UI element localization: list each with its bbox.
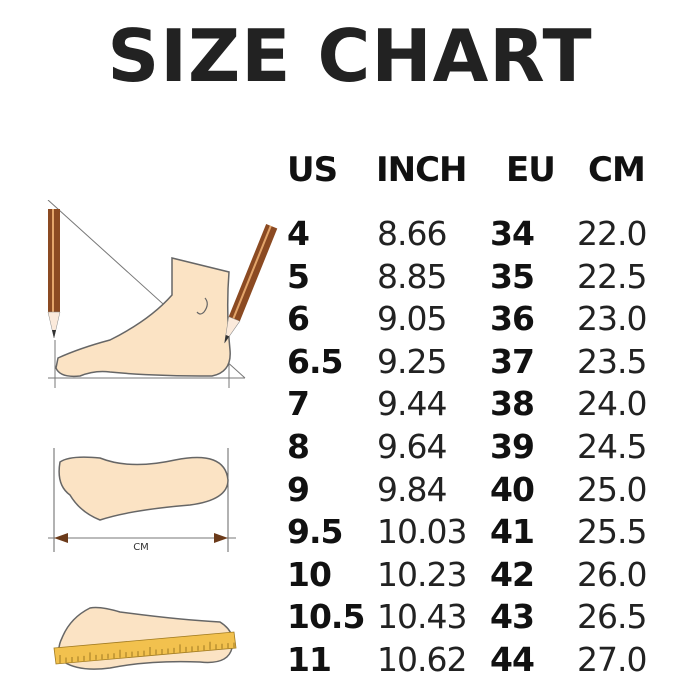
cell-eu: 38 xyxy=(490,384,535,424)
cell-cm: 26.0 xyxy=(577,554,647,594)
pencil-left-icon xyxy=(47,209,61,339)
cell-cm: 25.5 xyxy=(577,512,647,552)
cell-cm: 25.0 xyxy=(577,469,647,509)
foot-measurement-illustration: CM xyxy=(47,200,278,670)
cell-cm: 23.0 xyxy=(577,299,647,339)
cell-us: 10 xyxy=(287,554,332,594)
cell-inch: 9.84 xyxy=(377,469,447,509)
cell-us: 6.5 xyxy=(287,341,343,381)
page-title: SIZE CHART xyxy=(107,14,593,98)
cell-inch: 9.25 xyxy=(377,341,447,381)
column-header-inch: INCH xyxy=(376,150,468,190)
cell-inch: 8.66 xyxy=(377,214,447,253)
cell-eu: 35 xyxy=(490,256,535,296)
cell-inch: 10.43 xyxy=(377,597,467,637)
cell-cm: 27.0 xyxy=(577,640,647,679)
cell-cm: 22.5 xyxy=(577,256,647,296)
cell-inch: 9.05 xyxy=(377,299,447,339)
cell-cm: 22.0 xyxy=(577,214,647,253)
cell-us: 8 xyxy=(287,427,310,466)
measure-label: CM xyxy=(133,542,149,553)
cell-eu: 44 xyxy=(490,640,535,679)
cell-eu: 34 xyxy=(490,214,535,253)
column-header-us: US xyxy=(287,150,338,190)
side-view-foot xyxy=(47,200,246,388)
foot-with-ruler xyxy=(53,606,237,670)
cell-us: 4 xyxy=(287,214,310,253)
column-header-eu: EU xyxy=(506,150,556,190)
cell-us: 11 xyxy=(287,640,332,679)
top-view-foot: CM xyxy=(48,448,236,553)
cell-inch: 9.64 xyxy=(377,427,447,466)
cell-us: 10.5 xyxy=(287,597,365,637)
cell-us: 5 xyxy=(287,256,310,296)
cell-eu: 39 xyxy=(490,427,535,466)
pencil-right-icon xyxy=(224,223,278,344)
cell-eu: 36 xyxy=(490,299,535,339)
ruler-ticks xyxy=(59,641,235,663)
cell-cm: 23.5 xyxy=(577,341,647,381)
cell-cm: 26.5 xyxy=(577,597,647,637)
cell-cm: 24.5 xyxy=(577,427,647,466)
cell-eu: 43 xyxy=(490,597,535,637)
cell-cm: 24.0 xyxy=(577,384,647,424)
cell-us: 6 xyxy=(287,299,310,339)
cell-inch: 9.44 xyxy=(377,384,447,424)
column-header-cm: CM xyxy=(588,150,646,190)
cell-eu: 37 xyxy=(490,341,535,381)
cell-eu: 40 xyxy=(490,469,535,509)
cell-us: 9.5 xyxy=(287,512,343,552)
cell-us: 9 xyxy=(287,469,310,509)
cell-us: 7 xyxy=(287,384,310,424)
cell-inch: 10.62 xyxy=(377,640,467,679)
cell-inch: 8.85 xyxy=(377,256,447,296)
cell-inch: 10.23 xyxy=(377,554,467,594)
cell-eu: 42 xyxy=(490,554,535,594)
cell-eu: 41 xyxy=(490,512,535,552)
cell-inch: 10.03 xyxy=(377,512,467,552)
